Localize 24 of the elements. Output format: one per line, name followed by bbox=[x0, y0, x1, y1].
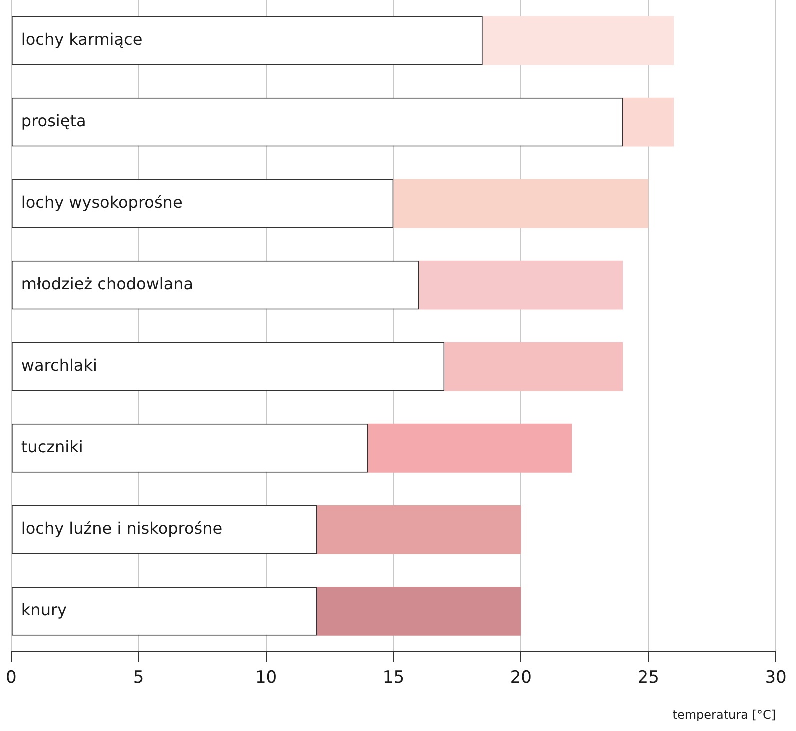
y-tick-label: warchlaki bbox=[21, 356, 98, 376]
x-tick-label: 25 bbox=[638, 668, 660, 688]
x-tick-label: 15 bbox=[382, 668, 405, 688]
bar bbox=[317, 505, 522, 554]
bar bbox=[444, 342, 624, 392]
y-tick-label: knury bbox=[21, 600, 67, 620]
bar bbox=[368, 424, 572, 473]
y-tick-label: lochy karmiące bbox=[21, 30, 143, 49]
y-tick-label: lochy wysokoprośne bbox=[21, 192, 183, 212]
y-tick-label: młodzież chodowlana bbox=[21, 274, 194, 294]
y-tick-label: tuczniki bbox=[21, 438, 84, 457]
x-tick-label: 0 bbox=[6, 668, 17, 688]
x-tick-label: 5 bbox=[133, 668, 144, 688]
x-tick-label: 20 bbox=[510, 668, 532, 688]
bar bbox=[419, 260, 624, 310]
bar bbox=[623, 98, 674, 147]
x-axis-title: temperatura [°C] bbox=[672, 708, 776, 722]
y-tick-label: lochy luźne i niskoprośne bbox=[21, 519, 223, 538]
y-tick-label: prosięta bbox=[21, 111, 86, 130]
x-tick-label: 30 bbox=[765, 668, 787, 688]
bar bbox=[317, 586, 522, 636]
bar bbox=[482, 16, 674, 66]
x-tick-label: 10 bbox=[255, 668, 278, 688]
bar bbox=[394, 179, 649, 228]
